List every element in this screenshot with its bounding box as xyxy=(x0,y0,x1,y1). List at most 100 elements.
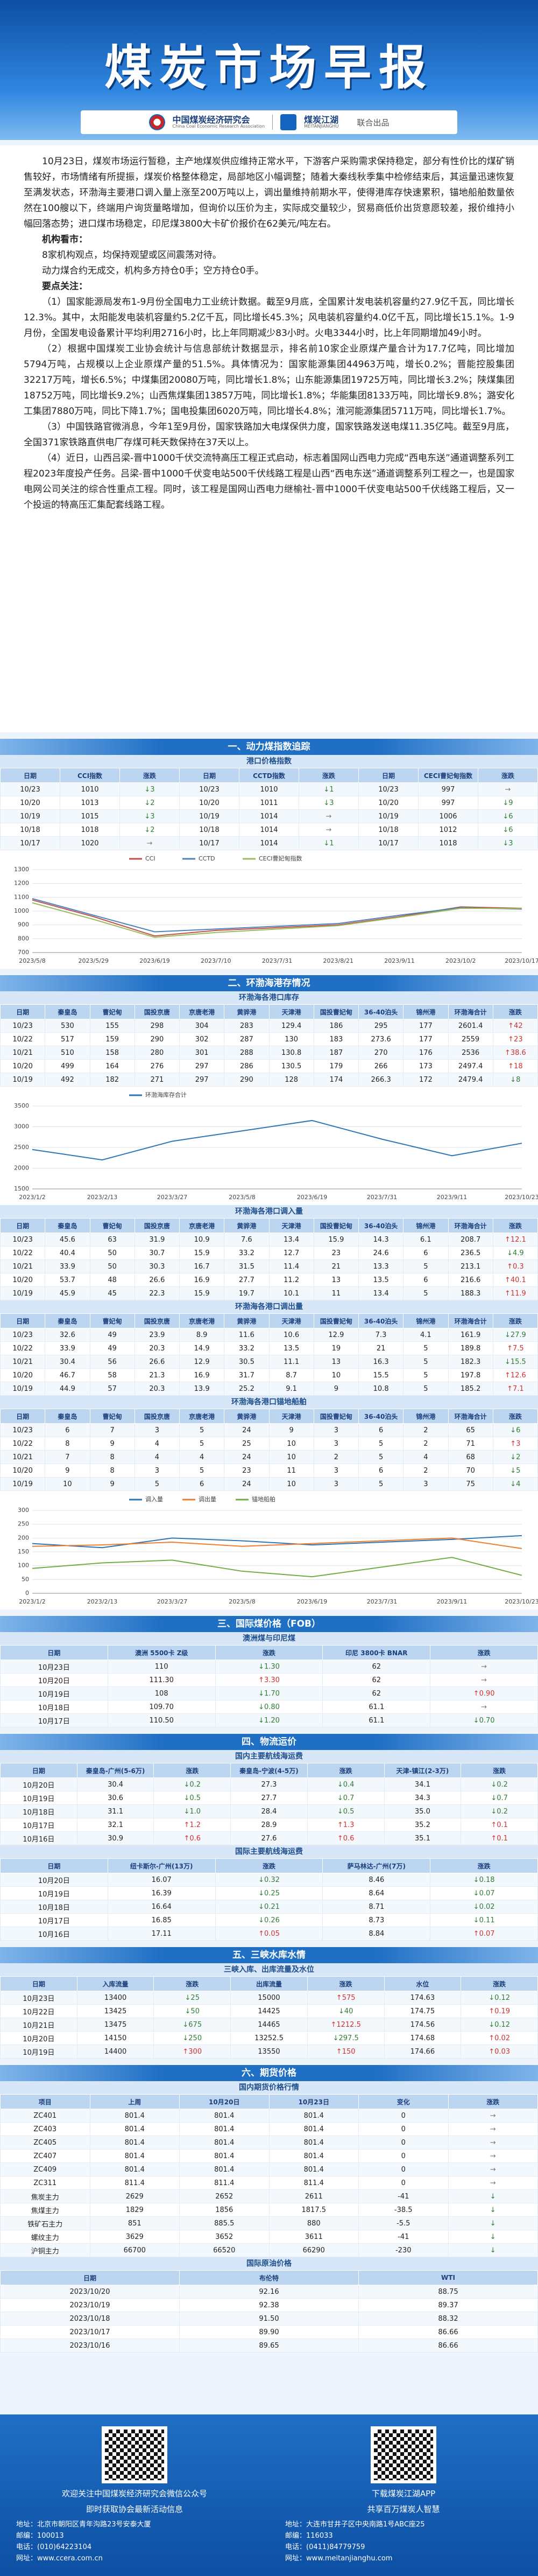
x-tick-label: 2023/5/8 xyxy=(19,957,45,964)
table-cell: 2601.4 xyxy=(448,1019,493,1033)
table-cell: 1018 xyxy=(418,836,478,850)
table-cell: ↓1.70 xyxy=(215,1686,323,1700)
table-cell: 8.9 xyxy=(179,1328,225,1342)
column-header: 国投曹妃甸 xyxy=(313,1409,359,1424)
table-cell: 517 xyxy=(45,1032,90,1046)
table-cell: 0 xyxy=(358,2109,449,2123)
column-header: 秦皇岛 xyxy=(45,1409,90,1424)
table-cell: ↑23 xyxy=(492,1032,538,1046)
table-row: 10月18日 31.1 ↓1.0 28.4 ↓0.5 35.0 ↓0.2 xyxy=(0,1804,538,1818)
table-row: 10月16日 30.9 ↑0.6 27.6 ↑0.6 35.1 ↑0.1 xyxy=(0,1831,538,1845)
table-cell: 1010 xyxy=(239,782,299,796)
table-cell: ↓2 xyxy=(119,823,180,837)
table-cell: 30.7 xyxy=(134,1246,180,1260)
x-tick-label: 2023/5/8 xyxy=(229,1194,255,1201)
table-cell: 23.9 xyxy=(134,1328,180,1342)
table-cell: 10/20 xyxy=(0,1368,46,1382)
table-cell: 2536 xyxy=(448,1046,493,1060)
table-cell: 焦炭主力 xyxy=(0,2189,90,2203)
table-cell: 5 xyxy=(179,1464,225,1478)
table-row: 10月17日 110.50 ↓1.20 61.1 ↓0.70 xyxy=(0,1713,538,1727)
table-cell: ↑3.30 xyxy=(215,1673,323,1687)
table-cell: 21 xyxy=(358,1341,404,1355)
column-header: 36-40泊头 xyxy=(358,1313,404,1328)
table-cell: 10/21 xyxy=(0,1259,46,1273)
table-cell: 22.3 xyxy=(134,1286,180,1300)
table-row: 10月19日 14400 ↑300 13550 ↑150 174.66 ↑0.03 xyxy=(0,2045,538,2059)
table-cell: 10/19 xyxy=(0,1286,46,1300)
header-row: 日期 入库流量 涨跌 出库流量 涨跌 水位 涨跌 xyxy=(0,1976,538,1991)
table-title: 三峡入库、出库流量及水位 xyxy=(0,1963,538,1976)
table-cell: 10月20日 xyxy=(0,1873,108,1887)
table-cell: 15.9 xyxy=(179,1246,225,1260)
table-row: 螺纹主力 3629 3652 3611 -41 ↓ xyxy=(0,2230,538,2244)
table-cell: 885.5 xyxy=(179,2216,270,2230)
data-table: 日期 入库流量 涨跌 出库流量 涨跌 水位 涨跌 10月23日 13400 ↓25 15000 ↑57… xyxy=(0,1976,538,2059)
table-cell: 1018 xyxy=(60,823,120,837)
column-header: 天津港 xyxy=(268,1313,314,1328)
x-tick-label: 2023/8/21 xyxy=(323,957,353,964)
section: 二、环渤海港存情况 环渤海各港口库存 日期 秦皇岛 曹妃甸 国投京唐 京唐老港 黄骅港 天津港国… xyxy=(0,975,538,1609)
header-row: 项目 上周 10月20日 10月23日 变化 涨跌 xyxy=(0,2094,538,2109)
table-cell: 2 xyxy=(313,1450,359,1464)
table-cell: 30.4 xyxy=(76,1777,154,1791)
table-cell: 2629 xyxy=(89,2189,180,2203)
table-cell: 6.1 xyxy=(403,1233,449,1247)
table-cell: 10/22 xyxy=(0,1246,46,1260)
table-cell: 10.6 xyxy=(268,1328,314,1342)
column-header: 曹妃甸 xyxy=(89,1218,135,1233)
table-cell: ↓0.18 xyxy=(430,1873,538,1887)
header-row: 日期 澳洲 5500卡 Z级 涨跌 印尼 3800卡 BNAR 涨跌 xyxy=(0,1645,538,1660)
x-tick-label: 2023/5/29 xyxy=(79,957,109,964)
text-heading: 机构看市： xyxy=(42,234,88,245)
table-cell: 62 xyxy=(322,1686,431,1700)
table-cell: 174.66 xyxy=(384,2045,462,2059)
table-cell: ↓0.2 xyxy=(461,1804,538,1818)
column-header: 秦皇岛-广州(5-6万) xyxy=(76,1763,154,1778)
table-cell: 35.2 xyxy=(384,1818,462,1832)
table-row: 10/19 45.9 45 22.3 15.9 19.7 10.1 11 13.4 5 188.3 ↑… xyxy=(0,1286,538,1300)
table-title: 港口价格指数 xyxy=(0,755,538,768)
table-row: ZC407 801.4 801.4 801.4 0 → xyxy=(0,2149,538,2163)
column-header: CCI指数 xyxy=(60,768,120,783)
table-cell: 172 xyxy=(403,1073,449,1087)
table-cell: ↓40 xyxy=(307,2004,385,2018)
section: 一、动力煤指数追踪 港口价格指数 日期 CCI指数 涨跌 日期 CCTD指数 涨跌 日期 CECI… xyxy=(0,739,538,969)
column-header: 锦州港 xyxy=(403,1218,449,1233)
table-cell: ↑1.2 xyxy=(153,1818,231,1832)
table-cell: 110.50 xyxy=(107,1713,216,1727)
table-cell: 10月18日 xyxy=(0,1804,77,1818)
table-cell: 铁矿石主力 xyxy=(0,2216,90,2230)
table-cell: ↑0.19 xyxy=(461,2004,538,2018)
table-cell: 45 xyxy=(89,1286,135,1300)
table-row: 10月19日 16.39 ↓0.25 8.64 ↓0.07 xyxy=(0,1886,538,1900)
table-cell: 801.4 xyxy=(179,2136,270,2150)
table-row: 2023/10/20 92.16 88.75 xyxy=(0,2285,538,2299)
table-cell: 10月23日 xyxy=(0,1660,108,1674)
table-cell: 31.9 xyxy=(134,1233,180,1247)
table-cell: 10/20 xyxy=(358,796,419,810)
x-tick-label: 2023/6/19 xyxy=(139,957,169,964)
table-cell: 10/18 xyxy=(179,823,239,837)
table-cell: 14.9 xyxy=(179,1341,225,1355)
table-cell: 10/23 xyxy=(0,1019,46,1033)
org-name-en: MEITANJIANGHU xyxy=(304,124,339,129)
table-cell: 851 xyxy=(89,2216,180,2230)
x-tick-label: 2023/7/31 xyxy=(367,1194,397,1201)
table-cell: 2 xyxy=(403,1423,449,1437)
y-tick-label: 1000 xyxy=(14,907,29,914)
table-cell: 10/23 xyxy=(0,1233,46,1247)
table-cell: 10/22 xyxy=(0,1032,46,1046)
table-cell: 801.4 xyxy=(89,2162,180,2176)
table-cell: 499 xyxy=(45,1059,90,1073)
table-cell: 3652 xyxy=(179,2230,270,2244)
table-cell: ↓250 xyxy=(153,2031,231,2045)
legend-label: 环渤海库存合计 xyxy=(145,1091,187,1098)
column-header: 国投京唐 xyxy=(134,1218,180,1233)
table-cell: 15000 xyxy=(230,1991,308,2005)
column-header: 日期 xyxy=(0,768,60,783)
org-name: 中国煤炭经济研究会 xyxy=(172,114,250,125)
table-row: ZC401 801.4 801.4 801.4 0 → xyxy=(0,2109,538,2123)
y-tick-label: 900 xyxy=(18,921,29,928)
table-cell: 10/19 xyxy=(0,809,60,823)
